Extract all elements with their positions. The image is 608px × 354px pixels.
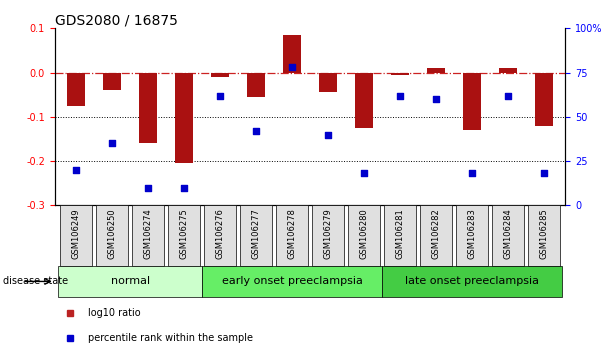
FancyBboxPatch shape <box>348 205 380 266</box>
Text: GSM106274: GSM106274 <box>143 208 153 259</box>
Text: late onset preeclampsia: late onset preeclampsia <box>405 276 539 286</box>
Text: GSM106284: GSM106284 <box>503 208 513 259</box>
FancyBboxPatch shape <box>204 205 237 266</box>
Point <box>503 93 513 98</box>
Bar <box>319 73 337 92</box>
Point <box>179 185 189 190</box>
Bar <box>283 35 301 73</box>
Point <box>359 171 369 176</box>
Bar <box>247 73 265 97</box>
Text: disease state: disease state <box>3 276 68 286</box>
Text: GSM106281: GSM106281 <box>395 208 404 259</box>
Text: GSM106278: GSM106278 <box>288 208 297 259</box>
Bar <box>535 73 553 126</box>
Point <box>323 132 333 137</box>
Bar <box>355 73 373 128</box>
Bar <box>391 73 409 75</box>
Point <box>108 141 117 146</box>
Point <box>467 171 477 176</box>
FancyBboxPatch shape <box>240 205 272 266</box>
Point <box>215 93 225 98</box>
FancyBboxPatch shape <box>492 205 524 266</box>
Text: normal: normal <box>111 276 150 286</box>
Point <box>143 185 153 190</box>
Text: GSM106250: GSM106250 <box>108 208 117 259</box>
FancyBboxPatch shape <box>168 205 201 266</box>
FancyBboxPatch shape <box>132 205 164 266</box>
Text: early onset preeclampsia: early onset preeclampsia <box>222 276 362 286</box>
Point <box>251 128 261 134</box>
Bar <box>463 73 481 130</box>
FancyBboxPatch shape <box>96 205 128 266</box>
Bar <box>139 73 157 143</box>
Bar <box>175 73 193 163</box>
Text: GSM106282: GSM106282 <box>432 208 440 259</box>
Point <box>287 64 297 70</box>
Bar <box>499 68 517 73</box>
Text: GSM106276: GSM106276 <box>216 208 225 259</box>
Text: GSM106249: GSM106249 <box>72 208 81 259</box>
FancyBboxPatch shape <box>420 205 452 266</box>
Text: percentile rank within the sample: percentile rank within the sample <box>88 333 253 343</box>
Bar <box>103 73 121 90</box>
FancyBboxPatch shape <box>456 205 488 266</box>
Bar <box>211 73 229 77</box>
Bar <box>67 73 85 106</box>
Point <box>71 167 81 173</box>
Text: GSM106277: GSM106277 <box>252 208 261 259</box>
Point <box>539 171 549 176</box>
Text: GSM106283: GSM106283 <box>468 208 477 259</box>
Text: log10 ratio: log10 ratio <box>88 308 140 318</box>
Point <box>431 96 441 102</box>
FancyBboxPatch shape <box>312 205 344 266</box>
Text: GSM106280: GSM106280 <box>359 208 368 259</box>
Bar <box>427 68 445 73</box>
Text: GSM106275: GSM106275 <box>180 208 188 259</box>
FancyBboxPatch shape <box>60 205 92 266</box>
FancyBboxPatch shape <box>276 205 308 266</box>
FancyBboxPatch shape <box>202 266 382 297</box>
FancyBboxPatch shape <box>382 266 562 297</box>
Text: GSM106279: GSM106279 <box>323 208 333 259</box>
FancyBboxPatch shape <box>528 205 560 266</box>
FancyBboxPatch shape <box>58 266 202 297</box>
Point <box>395 93 405 98</box>
FancyBboxPatch shape <box>384 205 416 266</box>
Text: GDS2080 / 16875: GDS2080 / 16875 <box>55 13 178 27</box>
Text: GSM106285: GSM106285 <box>539 208 548 259</box>
